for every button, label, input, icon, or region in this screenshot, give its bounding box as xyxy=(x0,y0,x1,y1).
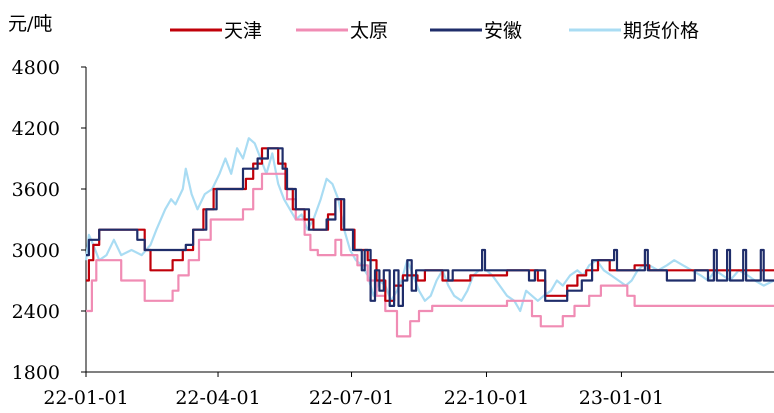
x-tick-label: 22-01-01 xyxy=(43,387,128,408)
y-tick-label: 2400 xyxy=(12,301,60,323)
legend-label-2: 太原 xyxy=(350,20,388,42)
x-tick-label: 22-07-01 xyxy=(309,387,394,408)
legend-label-1: 天津 xyxy=(224,20,262,42)
series-line-3 xyxy=(86,147,774,307)
series-line-4 xyxy=(84,137,774,313)
plot-area xyxy=(84,137,774,338)
y-tick-label: 1800 xyxy=(12,362,60,384)
series-line-1 xyxy=(86,147,774,302)
legend-label-4: 期货价格 xyxy=(623,20,699,42)
y-tick-label: 3600 xyxy=(12,179,60,201)
y-tick-label: 4200 xyxy=(12,118,60,140)
series-line-2 xyxy=(86,172,774,338)
y-tick-label: 4800 xyxy=(12,57,60,79)
y-axis-unit-label: 元/吨 xyxy=(8,13,52,35)
y-tick-label: 3000 xyxy=(12,240,60,262)
axes: 1800 2400 3000 3600 4200 4800 22-01-01 22-04-01… xyxy=(12,57,774,409)
x-tick-label: 23-01-01 xyxy=(579,387,664,408)
legend-label-3: 安徽 xyxy=(484,20,522,42)
legend: 天津 太原 安徽 期货价格 xyxy=(170,20,699,42)
x-tick-label: 22-04-01 xyxy=(175,387,260,408)
x-tick-label: 22-10-01 xyxy=(444,387,529,408)
